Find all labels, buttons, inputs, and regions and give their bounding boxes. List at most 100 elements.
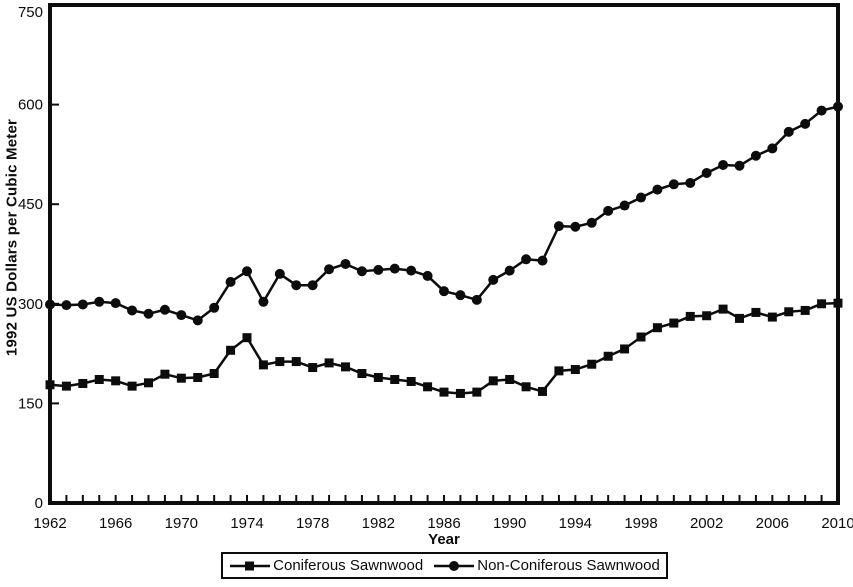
data-point-non-coniferous-sawnwood — [176, 310, 187, 321]
data-point-non-coniferous-sawnwood — [373, 264, 384, 275]
data-point-coniferous-sawnwood — [570, 365, 580, 375]
data-point-non-coniferous-sawnwood — [471, 294, 482, 305]
plot-frame — [48, 3, 840, 505]
data-point-non-coniferous-sawnwood — [668, 179, 679, 190]
data-point-non-coniferous-sawnwood — [800, 118, 811, 129]
data-point-non-coniferous-sawnwood — [225, 276, 236, 287]
data-point-coniferous-sawnwood — [455, 388, 465, 398]
data-point-non-coniferous-sawnwood — [521, 254, 532, 265]
data-point-coniferous-sawnwood — [472, 387, 482, 397]
x-tick-label: 1962 — [33, 515, 66, 532]
data-point-non-coniferous-sawnwood — [127, 305, 138, 316]
x-tick-label: 2010 — [821, 515, 853, 532]
data-point-coniferous-sawnwood — [603, 351, 613, 361]
y-tick-label: 300 — [18, 296, 43, 313]
data-point-non-coniferous-sawnwood — [356, 266, 367, 277]
data-point-coniferous-sawnwood — [357, 369, 367, 379]
x-tick-label: 1966 — [99, 515, 132, 532]
data-point-non-coniferous-sawnwood — [701, 167, 712, 178]
data-point-non-coniferous-sawnwood — [422, 270, 433, 281]
data-point-non-coniferous-sawnwood — [340, 258, 351, 269]
data-point-coniferous-sawnwood — [767, 312, 777, 322]
data-point-coniferous-sawnwood — [702, 311, 712, 321]
x-tick-label: 1994 — [559, 515, 592, 532]
x-tick-label: 2006 — [756, 515, 789, 532]
data-point-non-coniferous-sawnwood — [110, 298, 121, 309]
data-point-non-coniferous-sawnwood — [389, 263, 400, 274]
data-point-non-coniferous-sawnwood — [619, 200, 630, 211]
data-point-coniferous-sawnwood — [127, 381, 137, 391]
data-point-coniferous-sawnwood — [324, 358, 334, 368]
data-point-non-coniferous-sawnwood — [209, 302, 220, 313]
data-point-coniferous-sawnwood — [521, 382, 531, 392]
x-axis-title: Year — [428, 531, 460, 548]
data-point-coniferous-sawnwood — [390, 374, 400, 384]
data-point-coniferous-sawnwood — [291, 357, 301, 367]
data-point-non-coniferous-sawnwood — [258, 296, 269, 307]
data-point-coniferous-sawnwood — [258, 360, 268, 370]
data-point-non-coniferous-sawnwood — [455, 290, 466, 301]
data-point-coniferous-sawnwood — [160, 369, 170, 379]
data-point-non-coniferous-sawnwood — [652, 184, 663, 195]
data-point-non-coniferous-sawnwood — [242, 266, 252, 277]
data-point-non-coniferous-sawnwood — [537, 255, 548, 266]
data-point-non-coniferous-sawnwood — [439, 286, 449, 297]
data-point-non-coniferous-sawnwood — [488, 274, 499, 285]
data-point-coniferous-sawnwood — [275, 357, 285, 367]
data-point-non-coniferous-sawnwood — [718, 160, 729, 171]
x-tick-label: 2002 — [690, 515, 723, 532]
data-point-coniferous-sawnwood — [735, 313, 744, 323]
data-point-coniferous-sawnwood — [505, 374, 515, 384]
data-point-non-coniferous-sawnwood — [750, 150, 761, 161]
square-marker-line-icon — [230, 561, 271, 570]
data-point-coniferous-sawnwood — [308, 363, 318, 373]
data-point-coniferous-sawnwood — [373, 373, 383, 383]
data-point-coniferous-sawnwood — [652, 323, 662, 333]
data-point-coniferous-sawnwood — [817, 299, 827, 309]
data-point-coniferous-sawnwood — [554, 366, 564, 376]
data-point-coniferous-sawnwood — [111, 376, 121, 386]
data-point-coniferous-sawnwood — [751, 307, 761, 317]
data-point-coniferous-sawnwood — [406, 376, 416, 386]
data-point-non-coniferous-sawnwood — [143, 308, 154, 319]
x-tick-label: 1986 — [427, 515, 460, 532]
x-tick-label: 1974 — [230, 515, 263, 532]
data-point-non-coniferous-sawnwood — [307, 280, 318, 291]
x-tick-label: 1982 — [362, 515, 395, 532]
legend: Coniferous Sawnwood Non-Coniferous Sawnw… — [221, 552, 668, 579]
data-point-non-coniferous-sawnwood — [77, 299, 88, 310]
data-point-coniferous-sawnwood — [61, 381, 71, 391]
x-tick-label: 1970 — [165, 515, 198, 532]
y-tick-label: 750 — [18, 4, 43, 21]
data-point-coniferous-sawnwood — [669, 318, 679, 328]
data-point-coniferous-sawnwood — [176, 373, 186, 383]
data-point-non-coniferous-sawnwood — [291, 280, 302, 291]
data-point-coniferous-sawnwood — [800, 305, 810, 315]
data-point-coniferous-sawnwood — [488, 376, 498, 386]
data-point-non-coniferous-sawnwood — [504, 265, 515, 276]
data-point-coniferous-sawnwood — [833, 298, 843, 308]
y-tick-label: 0 — [35, 495, 43, 512]
data-point-coniferous-sawnwood — [78, 378, 88, 388]
data-point-non-coniferous-sawnwood — [192, 315, 203, 326]
legend-label-coniferous: Coniferous Sawnwood — [273, 557, 424, 574]
data-point-non-coniferous-sawnwood — [783, 126, 794, 137]
data-point-coniferous-sawnwood — [784, 307, 794, 317]
data-point-non-coniferous-sawnwood — [603, 205, 614, 216]
x-tick-label: 1978 — [296, 515, 329, 532]
y-tick-label: 600 — [18, 97, 43, 114]
legend-item-non-coniferous: Non-Coniferous Sawnwood — [433, 557, 660, 574]
data-point-non-coniferous-sawnwood — [94, 296, 105, 307]
data-point-non-coniferous-sawnwood — [61, 300, 72, 311]
data-point-non-coniferous-sawnwood — [324, 264, 335, 275]
x-tick-label: 1998 — [624, 515, 657, 532]
data-point-coniferous-sawnwood — [538, 386, 547, 396]
circle-marker-line-icon — [434, 560, 475, 571]
data-point-coniferous-sawnwood — [226, 345, 236, 355]
data-point-coniferous-sawnwood — [94, 374, 104, 384]
series-line-coniferous-sawnwood — [49, 301, 839, 395]
data-point-non-coniferous-sawnwood — [586, 217, 597, 228]
legend-label-non-coniferous: Non-Coniferous Sawnwood — [477, 557, 660, 574]
data-point-non-coniferous-sawnwood — [406, 265, 417, 276]
x-tick-label: 1990 — [493, 515, 526, 532]
